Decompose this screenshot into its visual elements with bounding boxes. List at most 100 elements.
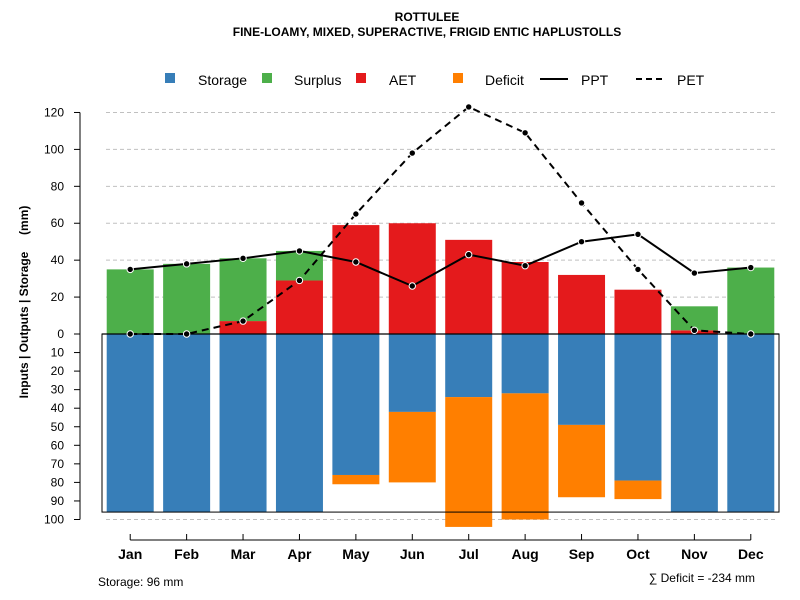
deficit-bar — [614, 480, 662, 500]
surplus-bar — [275, 250, 323, 281]
storage-bar — [219, 334, 267, 513]
axes: 0 20 40 60 80 100 120 10 20 30 40 50 60 70 80 90 100 Jan F… — [44, 105, 764, 562]
ppt-point — [295, 247, 304, 255]
ppt-point — [747, 263, 755, 272]
ppt-point — [634, 230, 642, 239]
x-tick-label: Mar — [231, 546, 256, 562]
x-tick-label: Apr — [287, 546, 312, 562]
storage-bar — [163, 334, 211, 513]
x-tick-label: Jun — [400, 546, 425, 562]
x-tick-label: Feb — [174, 546, 199, 562]
storage-bar — [614, 334, 662, 481]
legend-surplus-label: Surplus — [294, 72, 341, 88]
storage-bar — [332, 334, 380, 475]
y-tick-label: 20 — [51, 364, 65, 378]
ppt-point — [126, 265, 134, 274]
y-tick-label: 100 — [44, 142, 64, 156]
y-tick-label: 90 — [51, 494, 65, 508]
y-tick-label: 60 — [51, 216, 65, 230]
y-tick-label: 0 — [57, 327, 64, 341]
ppt-point — [408, 282, 416, 290]
y-tick-label: 30 — [51, 383, 65, 397]
pet-point — [577, 199, 586, 207]
y-tick-label: 120 — [44, 105, 64, 119]
y-tick-label: 10 — [51, 346, 65, 360]
aet-bar — [501, 262, 549, 334]
storage-bar — [388, 334, 436, 412]
x-tick-label: Oct — [626, 546, 650, 562]
surplus-bar — [106, 269, 154, 334]
aet-bar — [332, 225, 380, 334]
surplus-bar — [670, 306, 718, 331]
pet-point — [295, 276, 304, 285]
legend-aet-label: AET — [389, 72, 417, 88]
legend-storage-swatch — [165, 73, 175, 83]
y-tick-label: 20 — [51, 290, 65, 304]
series-lines — [126, 103, 755, 338]
ppt-point — [690, 269, 699, 277]
storage-note: Storage: 96 mm — [98, 575, 183, 589]
x-tick-label: Nov — [681, 546, 708, 562]
legend-deficit-swatch — [453, 73, 463, 83]
pet-point — [408, 149, 416, 157]
ppt-point — [521, 261, 529, 270]
y-tick-label: 80 — [51, 179, 65, 193]
deficit-bar — [558, 424, 606, 498]
pet-point — [690, 326, 699, 335]
legend-ppt-label: PPT — [581, 72, 609, 88]
chart-title: ROTTULEE — [395, 10, 460, 24]
y-axis-label: Inputs | Outputs | Storage (mm) — [17, 206, 31, 399]
bars — [101, 223, 780, 527]
storage-bar — [106, 334, 154, 513]
x-tick-label: Dec — [738, 546, 764, 562]
legend-surplus-swatch — [262, 73, 272, 83]
aet-bar — [614, 289, 662, 334]
pet-point — [239, 317, 247, 325]
x-tick-label: Jul — [459, 546, 479, 562]
x-tick-label: Sep — [569, 546, 595, 562]
ppt-point — [577, 238, 586, 246]
ppt-point — [352, 258, 360, 266]
y-tick-label: 100 — [44, 513, 64, 527]
x-tick-label: May — [342, 546, 369, 562]
storage-bar — [501, 334, 549, 394]
legend-storage-label: Storage — [198, 72, 247, 88]
y-tick-label: 50 — [51, 420, 65, 434]
aet-bar — [558, 274, 606, 334]
legend-aet-swatch — [356, 73, 366, 83]
x-tick-label: Aug — [512, 546, 539, 562]
y-tick-label: 40 — [51, 253, 65, 267]
pet-point — [521, 129, 529, 137]
pet-point — [126, 330, 134, 338]
aet-bar — [275, 280, 323, 334]
pet-point — [465, 103, 473, 111]
pet-line — [130, 105, 751, 335]
storage-bar — [275, 334, 323, 513]
deficit-bar — [501, 393, 549, 520]
deficit-bar — [445, 397, 493, 527]
y-tick-label: 80 — [51, 475, 65, 489]
storage-bar — [445, 334, 493, 398]
chart-subtitle: FINE-LOAMY, MIXED, SUPERACTIVE, FRIGID E… — [233, 25, 621, 39]
surplus-bar — [163, 263, 211, 334]
pet-point — [634, 265, 642, 274]
ppt-point — [465, 250, 473, 259]
ppt-point — [182, 260, 191, 268]
surplus-bar — [727, 267, 775, 334]
storage-bar — [670, 334, 718, 513]
deficit-bar — [332, 474, 380, 485]
deficit-bar — [388, 411, 436, 483]
storage-bar — [558, 334, 606, 425]
deficit-note: ∑ Deficit = -234 mm — [649, 571, 755, 585]
y-tick-label: 60 — [51, 438, 65, 452]
pet-point — [747, 330, 755, 338]
pet-point — [182, 330, 191, 338]
x-tick-label: Jan — [118, 546, 142, 562]
legend: Storage Surplus AET Deficit PPT PET — [165, 72, 705, 88]
ppt-point — [239, 254, 247, 263]
pet-point — [352, 210, 360, 218]
y-tick-label: 70 — [51, 457, 65, 471]
ppt-line — [130, 233, 751, 288]
surplus-bar — [219, 258, 267, 322]
